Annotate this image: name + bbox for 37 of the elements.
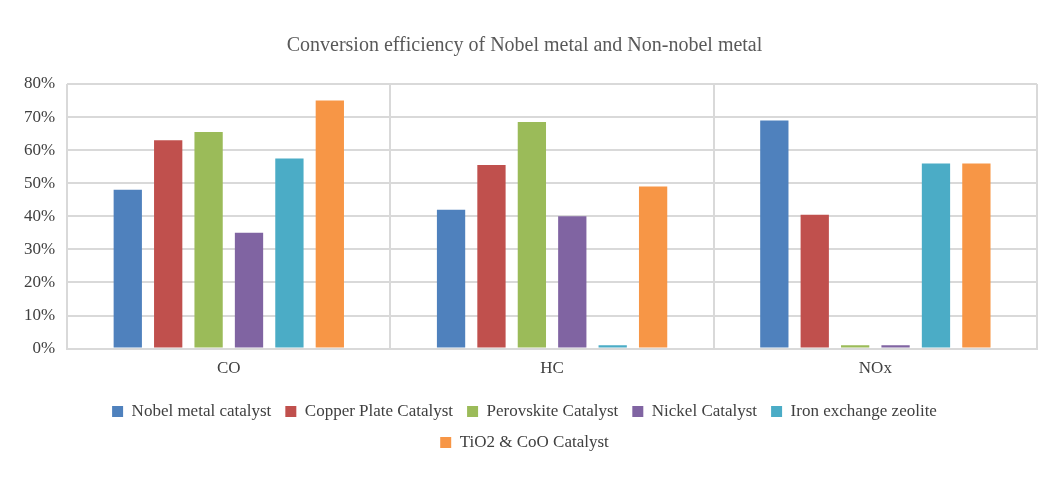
bar [436,209,466,348]
x-tick-label: CO [216,358,241,378]
bar [962,163,991,348]
bar [275,158,304,348]
x-tick-label: NOx [858,358,893,378]
bar [315,100,344,348]
bar [234,232,264,348]
y-tick-label: 70% [23,106,56,126]
y-tick-label: 80% [23,73,56,93]
bar [113,189,142,348]
bar [921,163,951,348]
bar [881,345,910,348]
bar [841,345,870,348]
bar [194,131,223,348]
bar [517,122,547,348]
y-tick-label: 10% [23,304,56,324]
bar [800,214,829,348]
bar [598,345,627,348]
chart-title: Conversion efficiency of Nobel metal and Non-nobel metal [286,33,763,57]
y-tick-label: 20% [23,271,56,291]
legend-label: Iron exchange zeolite [790,400,937,420]
y-tick-label: 40% [23,205,56,225]
bar [477,165,506,348]
legend-label: Nickel Catalyst [651,400,758,420]
bar [638,186,668,348]
bar [760,120,789,348]
legend-label: Perovskite Catalyst [486,400,619,420]
y-tick-label: 30% [23,238,56,258]
y-tick-label: 60% [23,139,56,159]
x-tick-label: HC [540,358,564,378]
bar [154,140,183,348]
y-tick-label: 0% [32,338,56,358]
y-tick-label: 50% [23,172,56,192]
legend-label: Copper Plate Catalyst [304,400,454,420]
bar [558,216,587,348]
legend-label: TiO2 & CoO Catalyst [459,431,610,451]
legend-label: Nobel metal catalyst [131,400,272,420]
